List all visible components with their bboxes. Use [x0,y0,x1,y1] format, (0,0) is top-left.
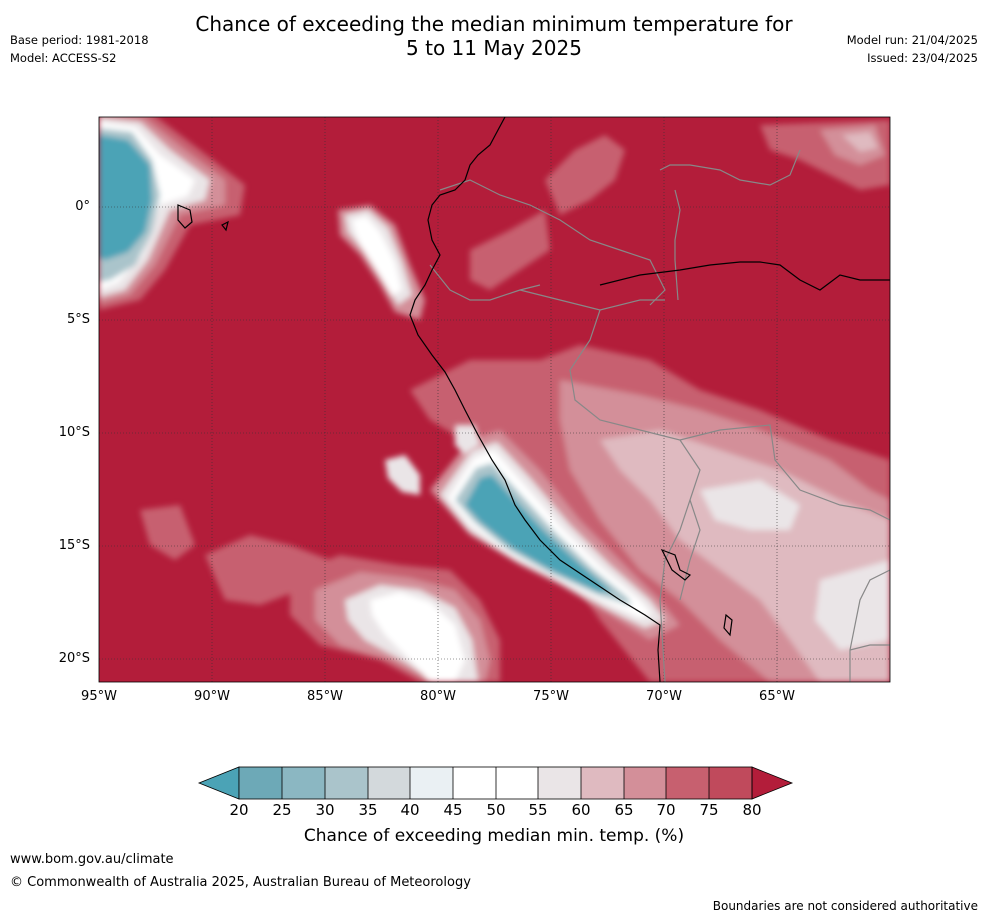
lon-label-95w: 95°W [81,689,117,704]
lon-label-75w: 75°W [533,689,569,704]
probability-field [99,117,890,682]
issued-text: Issued: 23/04/2025 [867,51,978,65]
metadata-right: Model run: 21/04/2025 Issued: 23/04/2025 [847,31,978,67]
lat-label-20s: 20°S [58,651,90,666]
colorbar-label: Chance of exceeding median min. temp. (%… [303,826,685,846]
map-frame [98,116,891,683]
country-boundaries [429,149,890,682]
colorbar-tick: 35 [358,801,378,819]
footer-disclaimer: Boundaries are not considered authoritat… [712,899,978,913]
colorbar-tick: 30 [315,801,335,819]
colorbar-tick: 55 [528,801,548,819]
base-period-text: Base period: 1981-2018 [10,33,149,47]
colorbar-tick: 65 [614,801,634,819]
colorbar-tick: 40 [400,801,420,819]
model-run-text: Model run: 21/04/2025 [846,33,978,47]
model-text: Model: ACCESS-S2 [10,51,117,65]
colorbar-tick: 80 [742,801,762,819]
metadata-left: Base period: 1981-2018 Model: ACCESS-S2 [10,31,149,67]
colorbar-extend-high [751,766,794,800]
coastlines [177,117,890,682]
colorbar-tick: 70 [656,801,676,819]
lat-label-0: 0° [75,199,90,214]
south-offshore-region [140,505,500,682]
colorbar [197,766,794,800]
lon-label-90w: 90°W [194,689,230,704]
footer-url: www.bom.gov.au/climate [10,852,174,867]
peru-coast-cool-region [430,430,680,640]
map-title: Chance of exceeding the median minimum t… [0,12,988,60]
northern-land-region [470,120,890,290]
colorbar-extend-low [197,766,240,800]
footer-copyright: © Commonwealth of Australia 2025, Austra… [10,875,471,890]
colorbar-tick: 45 [443,801,463,819]
west-cool-region [99,117,245,310]
ecuador-coast-region [338,205,425,320]
colorbar-tick: 75 [699,801,719,819]
colorbar-tick: 60 [571,801,591,819]
lat-label-10s: 10°S [58,425,90,440]
southeast-region [410,345,890,682]
graticule [99,117,890,682]
lat-label-5s: 5°S [66,312,90,327]
title-line-1: Chance of exceeding the median minimum t… [195,12,793,36]
lon-label-70w: 70°W [646,689,682,704]
lat-label-15s: 15°S [58,538,90,553]
small-offshore-region [385,425,480,495]
lon-label-80w: 80°W [420,689,456,704]
colorbar-tick: 20 [229,801,249,819]
lon-label-65w: 65°W [759,689,795,704]
colorbar-tick: 50 [486,801,506,819]
lon-label-85w: 85°W [307,689,343,704]
title-line-2: 5 to 11 May 2025 [406,36,582,60]
colorbar-tick: 25 [272,801,292,819]
